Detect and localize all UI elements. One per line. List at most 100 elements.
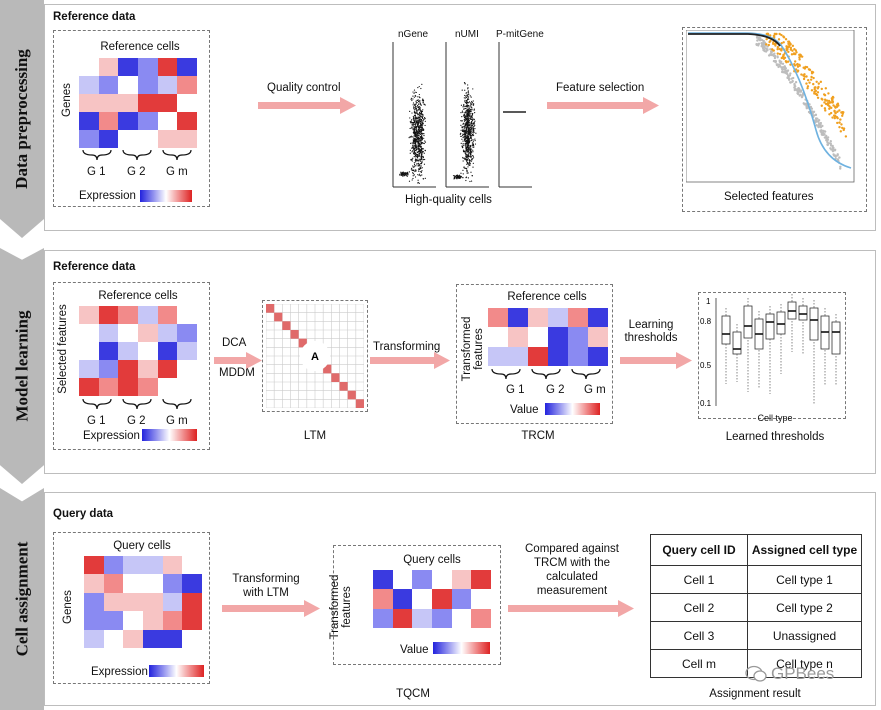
qc-dot	[462, 136, 464, 138]
qc-dot	[417, 120, 420, 122]
y-tick: 0.1	[700, 399, 712, 408]
feature-point	[810, 107, 814, 110]
heatmap-cell	[98, 306, 119, 324]
qc-dot	[414, 103, 416, 105]
selected-feature-point	[785, 45, 788, 48]
qc-dot	[421, 116, 423, 118]
selected-feature-point	[796, 65, 800, 68]
qc-dot	[416, 151, 418, 153]
qc-dot	[467, 97, 469, 99]
qc-dot	[455, 177, 457, 179]
qc-dot	[466, 136, 468, 138]
qc-dot	[473, 131, 475, 133]
qc-dot	[422, 128, 424, 130]
table-cell: Cell type n	[747, 649, 862, 678]
qc-dot	[402, 172, 404, 175]
qc-dot	[411, 124, 413, 126]
feature-point	[806, 106, 809, 109]
qc-dot	[465, 100, 468, 102]
qc-dot	[472, 139, 474, 141]
selected-feature-point	[776, 47, 779, 51]
boxplot-part	[743, 305, 753, 339]
qc-dot	[468, 164, 470, 166]
expression-label: Expression	[79, 190, 136, 202]
qc-dot	[469, 106, 471, 108]
qc-dot	[416, 163, 418, 165]
qc-dot	[423, 133, 425, 135]
selected-feature-point	[823, 98, 827, 101]
qc-dot	[471, 127, 473, 129]
qc-dot	[472, 118, 474, 121]
stage-cell-assignment: Cell assignment Query data Query cells G…	[0, 488, 881, 710]
qc-dot	[471, 143, 474, 145]
qc-dot	[472, 100, 474, 102]
qc-dot	[460, 175, 462, 178]
qc-dot	[472, 157, 475, 159]
qc-dot	[474, 120, 476, 122]
qc-dot	[412, 121, 415, 123]
selected-feature-point	[826, 102, 830, 105]
qc-dot	[460, 135, 462, 137]
qc-dot	[415, 102, 417, 104]
qc-dot	[423, 134, 425, 137]
heatmap-cell	[118, 342, 138, 360]
trcm-box	[456, 284, 613, 424]
qc-dot	[421, 174, 423, 176]
heatmap-cell	[103, 556, 124, 575]
heatmap-cell	[137, 342, 158, 360]
qc-dot	[470, 118, 472, 120]
qc-dot	[470, 156, 472, 158]
selected-feature-point	[780, 49, 783, 52]
feature-point	[764, 50, 768, 53]
feature-point	[771, 53, 774, 57]
qc-dot	[465, 118, 467, 120]
table-row: Cell 1 Cell type 1	[650, 565, 862, 594]
feature-point	[769, 48, 772, 51]
qc-dot	[415, 103, 417, 105]
heatmap-cell	[431, 589, 452, 609]
qc-dot	[463, 118, 465, 121]
selected-feature-point	[782, 53, 785, 57]
qc-dot	[411, 126, 413, 128]
heatmap-cell	[84, 611, 104, 630]
qc-dot	[415, 142, 417, 144]
qc-dot	[466, 121, 469, 123]
selected-feature-point	[803, 67, 807, 70]
qc-dot	[415, 158, 417, 161]
selected-feature-point	[841, 114, 844, 117]
qc-dot	[471, 175, 473, 177]
qc-dot	[471, 118, 473, 121]
qc-dot	[421, 170, 423, 172]
qc-dot	[465, 156, 467, 158]
y-tick: 0.8	[700, 317, 712, 326]
qc-dot	[466, 114, 468, 116]
qc-dot	[463, 108, 465, 111]
qc-dot	[412, 102, 415, 104]
selected-feature-point	[827, 99, 831, 103]
qc-dot	[415, 131, 418, 133]
qc-dot	[419, 140, 422, 142]
stage-tab: Data preprocessing	[0, 0, 44, 238]
qc-dot	[412, 125, 414, 127]
qc-dot	[467, 96, 470, 98]
qc-dot	[472, 131, 474, 133]
qc-dot	[413, 128, 416, 130]
heatmap-cell	[79, 130, 99, 148]
qc-dot	[412, 147, 415, 149]
selected-feature-point	[798, 58, 801, 61]
feature-point	[838, 156, 841, 159]
qc-dot	[473, 130, 475, 132]
feature-point	[779, 60, 783, 63]
qc-dot	[419, 97, 421, 99]
qc-dot	[464, 120, 466, 122]
qc-dot	[467, 157, 469, 160]
qc-dot	[419, 145, 421, 147]
qc-dot	[421, 147, 423, 150]
heatmap-cell	[118, 130, 138, 148]
qc-dot	[470, 122, 472, 124]
heatmap-cell	[137, 94, 158, 112]
selected-feature-point	[816, 96, 820, 99]
qc-dot	[468, 120, 470, 122]
qc-dot	[413, 110, 416, 112]
qc-dot	[452, 175, 455, 177]
